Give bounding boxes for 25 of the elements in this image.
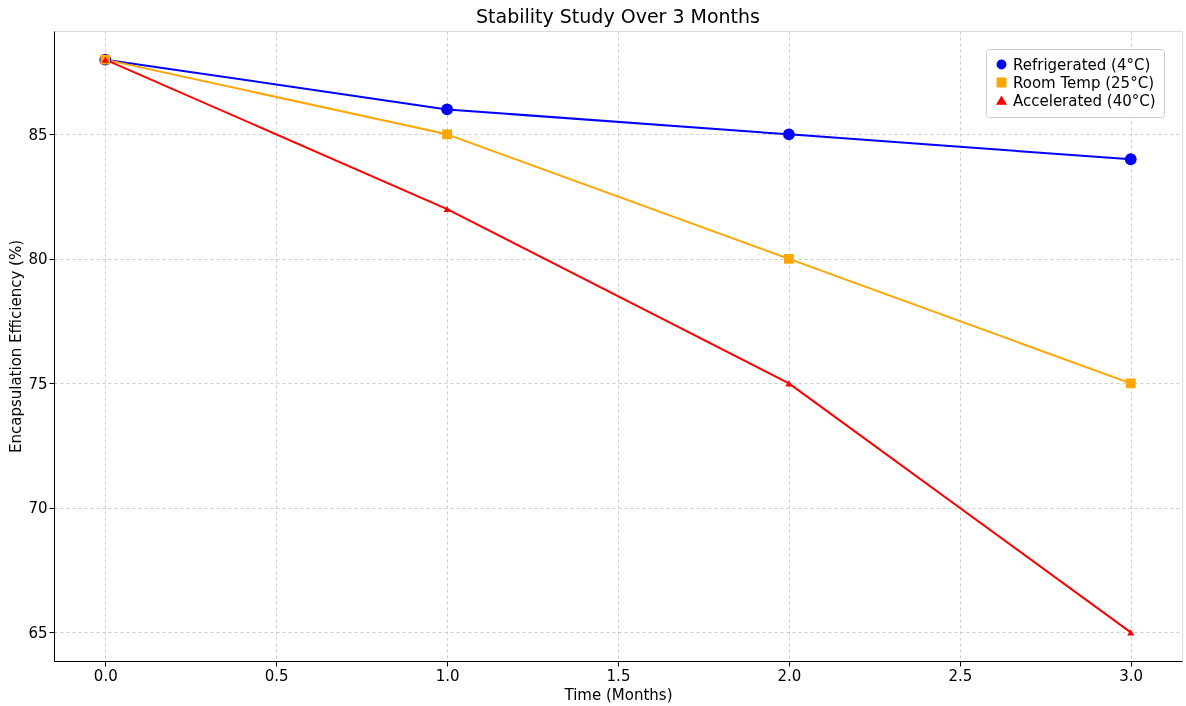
y-tick-label: 65	[28, 623, 48, 642]
x-axis-title: Time (Months)	[563, 685, 673, 704]
x-tick-label: 2.0	[777, 666, 802, 685]
point	[1124, 153, 1137, 166]
y-axis-title: Encapsulation Efficiency (%)	[7, 239, 26, 454]
y-tick-label: 75	[28, 374, 48, 393]
x-tick-label: 0.0	[93, 666, 118, 685]
point	[443, 205, 451, 213]
point	[1125, 378, 1136, 389]
chart-title: Stability Study Over 3 Months	[476, 5, 760, 27]
y-tick-label: 85	[28, 125, 48, 144]
point	[784, 253, 794, 264]
x-tick-label: 3.0	[1119, 666, 1144, 685]
legend-label: Room Temp (25°C)	[1013, 73, 1154, 92]
x-tick-label: 1.5	[606, 666, 631, 685]
legend-label: Refrigerated (4°C)	[1013, 55, 1151, 74]
x-tick-label: 0.5	[264, 666, 289, 685]
point	[782, 128, 795, 141]
point	[442, 129, 452, 140]
point	[441, 103, 454, 116]
x-tick-label: 2.5	[948, 666, 973, 685]
y-tick-label: 70	[28, 499, 48, 518]
y-tick-label: 80	[28, 250, 48, 269]
legend-label: Accelerated (40°C)	[1013, 91, 1156, 110]
x-tick-label: 1.0	[435, 666, 460, 685]
